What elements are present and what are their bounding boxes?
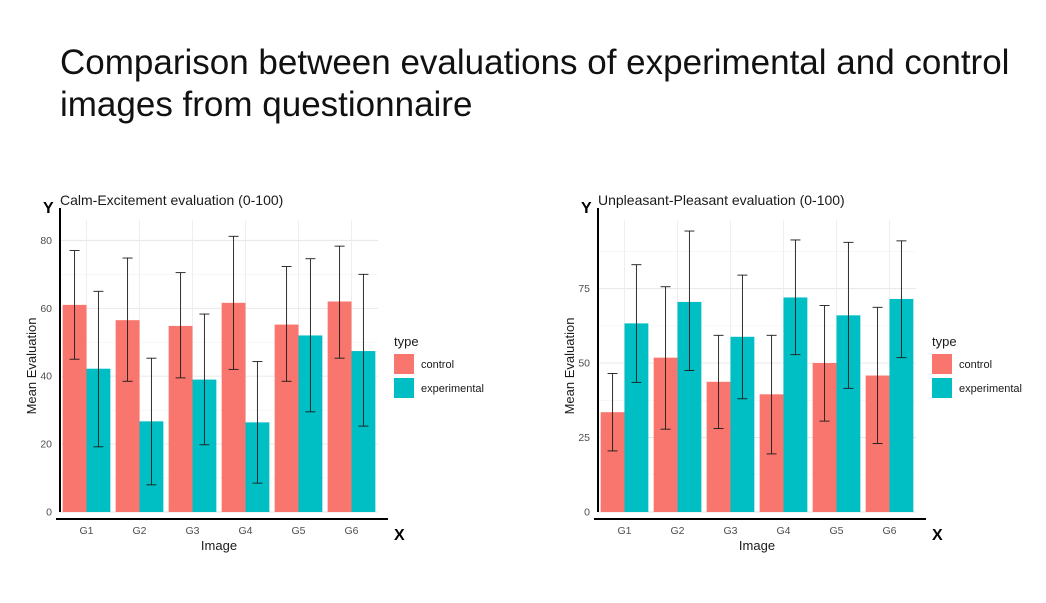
y-tick-label: 20 — [40, 439, 52, 451]
x-tick-label: G5 — [829, 525, 843, 537]
y-axis-marker: Y — [581, 200, 592, 217]
legend-swatch-experimental — [394, 378, 414, 398]
legend-swatch-control — [394, 354, 414, 374]
bar-experimental-G3 — [730, 336, 755, 512]
y-tick-label: 60 — [40, 303, 52, 315]
legend-title: type — [394, 334, 419, 349]
legend-swatch-control — [932, 354, 952, 374]
bar-control-G2 — [653, 357, 678, 512]
legend-label: experimental — [421, 383, 484, 395]
y-tick-label: 0 — [46, 507, 52, 519]
chart-title: Calm-Excitement evaluation (0-100) — [60, 192, 283, 208]
y-tick-label: 25 — [578, 432, 590, 444]
x-tick-label: G3 — [723, 525, 737, 537]
y-axis-label: Mean Evaluation — [562, 318, 577, 415]
legend-swatch-experimental — [932, 378, 952, 398]
legend-title: type — [932, 334, 957, 349]
legend-label: control — [959, 359, 992, 371]
y-axis-marker: Y — [43, 200, 54, 217]
y-tick-label: 80 — [40, 235, 52, 247]
bar-control-G3 — [168, 325, 193, 512]
bar-experimental-G6 — [889, 298, 914, 512]
x-tick-label: G2 — [132, 525, 146, 537]
bar-control-G6 — [327, 301, 352, 512]
bar-control-G5 — [812, 363, 837, 512]
bar-experimental-G2 — [677, 301, 702, 512]
slide-title-line-1: Comparison between evaluations of experi… — [60, 43, 1010, 82]
x-axis-label: Image — [201, 538, 237, 553]
chart-title: Unpleasant-Pleasant evaluation (0-100) — [598, 192, 845, 208]
x-tick-label: G4 — [238, 525, 252, 537]
y-tick-label: 0 — [584, 507, 590, 519]
y-tick-label: 50 — [578, 358, 590, 370]
x-tick-label: G6 — [882, 525, 896, 537]
bar-experimental-G5 — [836, 315, 861, 512]
bar-control-G4 — [221, 302, 246, 512]
legend-label: control — [421, 359, 454, 371]
y-tick-label: 40 — [40, 371, 52, 383]
bar-experimental-G6 — [351, 351, 376, 512]
legend-label: experimental — [959, 383, 1022, 395]
bar-control-G2 — [115, 320, 140, 512]
unpleasant-pleasant-chart-svg: 0 25 50 75 G1 G2 G3 G4 G5 G6 Unpleasant-Pleasant e… — [562, 192, 1022, 553]
bar-experimental-G4 — [783, 297, 808, 512]
bar-control-G1 — [600, 412, 625, 512]
bar-experimental-G1 — [624, 323, 649, 512]
x-tick-label: G1 — [617, 525, 631, 537]
slide-title-line-2: images from questionnaire — [60, 85, 473, 124]
x-tick-label: G5 — [291, 525, 305, 537]
slide-title: Comparison between evaluations of experi… — [60, 42, 1030, 126]
bar-experimental-G5 — [298, 335, 323, 512]
x-tick-label: G4 — [776, 525, 790, 537]
bar-control-G1 — [62, 304, 87, 512]
bar-control-G3 — [706, 381, 731, 512]
bar-control-G5 — [274, 324, 299, 512]
bar-experimental-G3 — [192, 379, 217, 512]
x-axis-marker: X — [394, 527, 405, 544]
x-axis-label: Image — [739, 538, 775, 553]
x-tick-label: G6 — [344, 525, 358, 537]
y-tick-label: 75 — [578, 283, 590, 295]
y-axis-label: Mean Evaluation — [24, 318, 39, 415]
x-axis-marker: X — [932, 527, 943, 544]
unpleasant-pleasant-chart: 0 25 50 75 G1 G2 G3 G4 G5 G6 Unpleasant-Pleasant e… — [560, 188, 1046, 568]
x-tick-label: G3 — [185, 525, 199, 537]
x-tick-label: G1 — [79, 525, 93, 537]
calm-excitement-chart: 0 20 40 60 80 G1 G2 G3 G4 G5 G6 Calm-Excitement eva… — [22, 188, 522, 568]
calm-excitement-chart-svg: 0 20 40 60 80 G1 G2 G3 G4 G5 G6 Calm-Excitement eva… — [24, 192, 484, 553]
x-tick-label: G2 — [670, 525, 684, 537]
